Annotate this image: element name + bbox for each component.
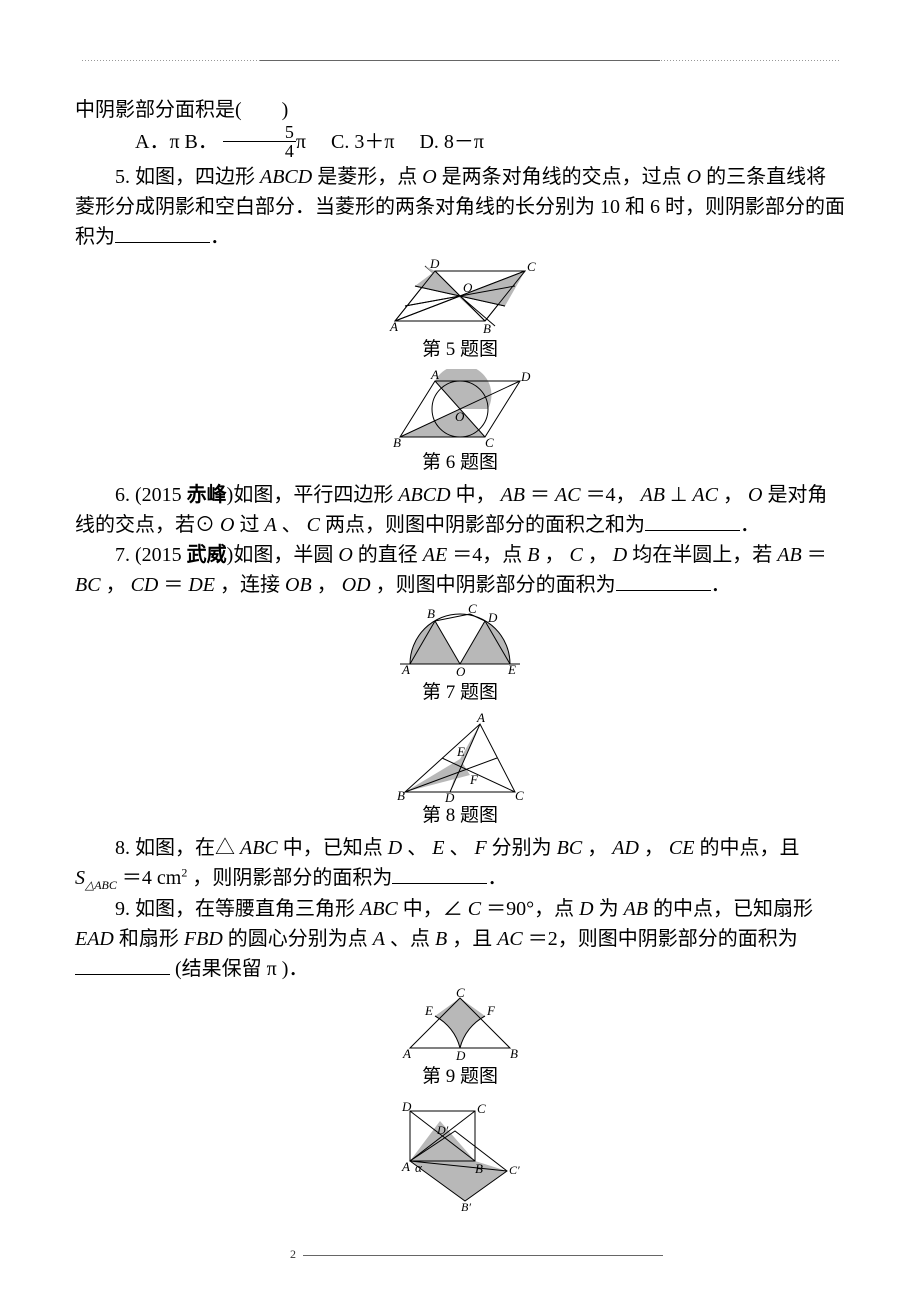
footer: 2	[290, 1247, 663, 1262]
svg-text:C: C	[515, 788, 524, 802]
page-content: 中阴影部分面积是( ) A．π B． 5 4 π C. 3＋π D. 8－π 5…	[75, 95, 845, 1211]
figure-6: A B C D O	[75, 369, 845, 449]
q8: 8. 如图，在△ ABC 中，已知点 D 、 E 、 F 分别为 BC ， AD…	[75, 833, 845, 894]
blank	[616, 571, 711, 591]
svg-text:D′: D′	[436, 1123, 449, 1137]
frac-5-4: 5 4	[223, 123, 296, 160]
q4-tail: 中阴影部分面积是( )	[75, 95, 845, 125]
svg-text:D: D	[455, 1048, 466, 1063]
svg-text:α: α	[415, 1160, 423, 1175]
opt-c: C. 3＋π	[331, 131, 414, 153]
figure-7: A B C D E O	[75, 604, 845, 679]
fig9-caption: 第 9 题图	[75, 1063, 845, 1092]
blank	[645, 511, 740, 531]
svg-text:C′: C′	[509, 1163, 520, 1177]
svg-text:C: C	[527, 259, 536, 274]
footer-line	[303, 1255, 663, 1256]
svg-text:A: A	[389, 319, 398, 334]
svg-text:A: A	[476, 712, 485, 725]
blank	[115, 223, 210, 243]
blank	[392, 864, 487, 884]
opt-d: D. 8－π	[419, 131, 484, 153]
fig5-caption: 第 5 题图	[75, 336, 845, 365]
svg-text:O: O	[463, 280, 473, 295]
opt-b2: π	[296, 131, 326, 153]
page-number: 2	[290, 1247, 296, 1261]
svg-text:D: D	[444, 790, 455, 802]
svg-text:D: D	[401, 1099, 412, 1114]
svg-text:C: C	[477, 1101, 486, 1116]
svg-text:D: D	[429, 256, 440, 271]
svg-text:A: A	[401, 662, 410, 677]
svg-text:E: E	[424, 1003, 433, 1018]
figure-9: C A B D E F	[75, 988, 845, 1063]
svg-text:O: O	[456, 664, 466, 679]
figure-5: A B C D O	[75, 256, 845, 336]
svg-text:B: B	[510, 1046, 518, 1061]
fig6-caption: 第 6 题图	[75, 449, 845, 478]
svg-text:B: B	[475, 1161, 483, 1176]
svg-text:C: C	[468, 604, 477, 616]
q6: 6. (2015 赤峰)如图，平行四边形 ABCD 中， AB ＝ AC ＝4，…	[75, 480, 845, 540]
svg-text:B: B	[427, 606, 435, 621]
fig8-caption: 第 8 题图	[75, 802, 845, 831]
figure-8: A B C D E F	[75, 712, 845, 802]
figure-10: A B C D B′ C′ D′ α	[75, 1096, 845, 1211]
svg-text:C: C	[456, 988, 465, 1000]
q4-options: A．π B． 5 4 π C. 3＋π D. 8－π	[75, 125, 845, 162]
q5: 5. 如图，四边形 ABCD 是菱形，点 O 是两条对角线的交点，过点 O 的三…	[75, 162, 845, 252]
svg-text:E: E	[507, 662, 516, 677]
blank	[75, 955, 170, 975]
opt-b: B．	[185, 131, 218, 153]
svg-text:B: B	[397, 788, 405, 802]
fig7-caption: 第 7 题图	[75, 679, 845, 708]
svg-text:C: C	[485, 435, 494, 449]
svg-text:O: O	[455, 409, 465, 424]
svg-text:F: F	[469, 772, 479, 787]
header-divider-mid	[260, 60, 660, 61]
q7: 7. (2015 武威)如图，半圆 O 的直径 AE ＝4，点 B ， C ， …	[75, 540, 845, 600]
svg-text:E: E	[456, 744, 465, 759]
svg-text:B: B	[393, 435, 401, 449]
svg-text:D: D	[487, 610, 498, 625]
svg-text:A: A	[430, 369, 439, 382]
opt-a: A．π	[135, 131, 180, 153]
q9: 9. 如图，在等腰直角三角形 ABC 中，∠ C ＝90°，点 D 为 AB 的…	[75, 894, 845, 984]
svg-text:A: A	[401, 1159, 410, 1174]
svg-text:B′: B′	[461, 1200, 471, 1211]
q4-tail-text: 中阴影部分面积是( )	[75, 99, 288, 121]
svg-text:F: F	[486, 1003, 496, 1018]
svg-text:A: A	[402, 1046, 411, 1061]
svg-text:D: D	[520, 369, 531, 384]
svg-text:B: B	[483, 321, 491, 336]
